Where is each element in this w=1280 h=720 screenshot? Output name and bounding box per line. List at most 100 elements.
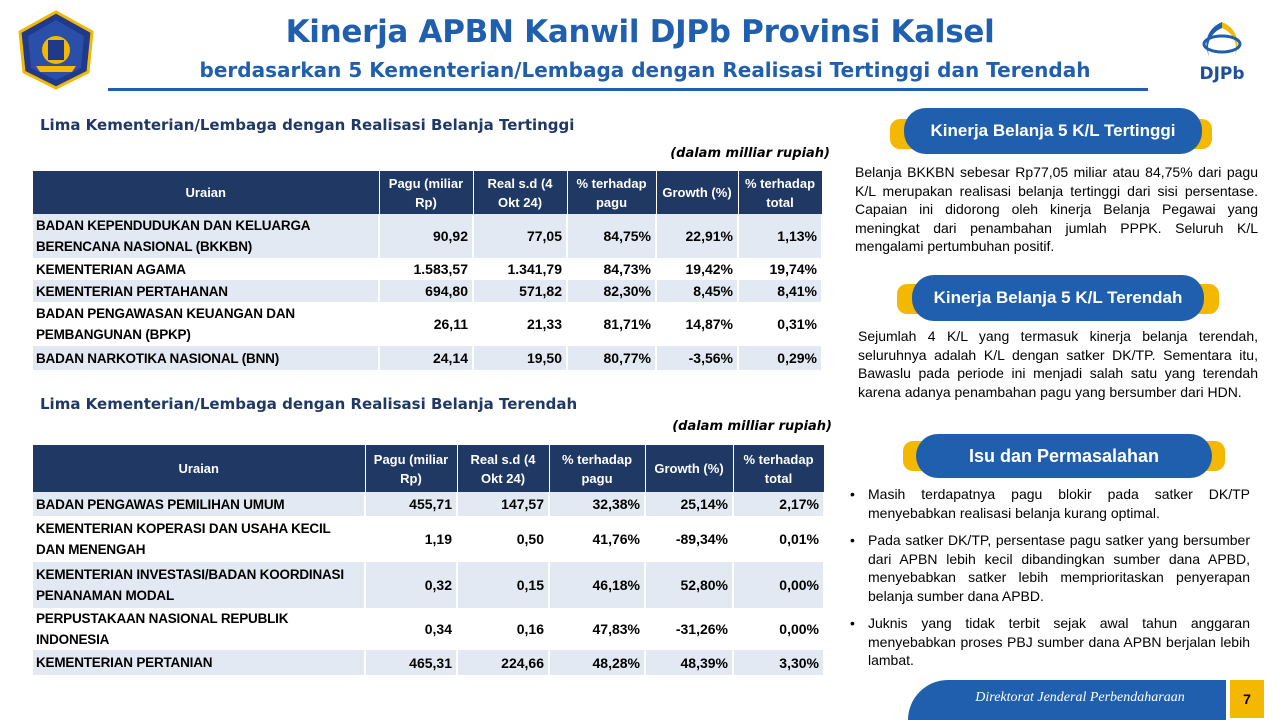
col-header-pagu: Pagu (miliar Rp) [379, 171, 474, 214]
row-growth: 14,87% [656, 302, 739, 346]
row-pct-total: 0,31% [738, 302, 823, 346]
row-pagu: 1.583,57 [379, 258, 474, 280]
row-pagu: 24,14 [379, 346, 474, 370]
row-pagu: 90,92 [379, 214, 474, 258]
table-row: KEMENTERIAN PERTANIAN 465,31 224,66 48,2… [33, 650, 825, 675]
col-header-growth: Growth (%) [645, 445, 734, 492]
row-pagu: 1,19 [365, 516, 458, 562]
col-header-pct-total: % terhadap total [738, 171, 823, 214]
table-highest: Uraian Pagu (miliar Rp) Real s.d (4 Okt … [33, 171, 823, 370]
row-pct-pagu: 47,83% [549, 608, 646, 650]
bullet-dot-icon: • [850, 615, 855, 631]
issues-list: • Masih terdapatnya pagu blokir pada satk… [846, 485, 1250, 679]
table-highest-title: Lima Kementerian/Lembaga dengan Realisas… [40, 116, 575, 134]
table-highest-unit-note: (dalam milliar rupiah) [670, 146, 830, 161]
row-pagu: 694,80 [379, 280, 474, 302]
djpb-logo: DJPb [1190, 18, 1254, 88]
col-header-uraian: Uraian [33, 171, 380, 214]
row-real: 19,50 [473, 346, 568, 370]
col-header-pagu: Pagu (miliar Rp) [365, 445, 458, 492]
kemenkeu-logo [18, 10, 94, 90]
issue-text: Masih terdapatnya pagu blokir pada satke… [868, 486, 1250, 521]
row-real: 0,15 [457, 562, 550, 608]
highest-description: Belanja BKKBN sebesar Rp77,05 miliar ata… [855, 164, 1258, 254]
row-pct-total: 0,00% [733, 562, 825, 608]
table-row: KEMENTERIAN INVESTASI/BADAN KOORDINASI P… [33, 562, 825, 608]
title-divider [108, 88, 1148, 91]
table-header-row: Uraian Pagu (miliar Rp) Real s.d (4 Okt … [33, 171, 823, 214]
table-lowest-title: Lima Kementerian/Lembaga dengan Realisas… [40, 395, 578, 413]
row-name: BADAN PENGAWAS PEMILIHAN UMUM [33, 492, 366, 516]
row-growth: 48,39% [645, 650, 734, 675]
issues-heading: Isu dan Permasalahan [916, 434, 1212, 478]
lowest-heading: Kinerja Belanja 5 K/L Terendah [912, 275, 1204, 321]
row-pct-pagu: 32,38% [549, 492, 646, 516]
table-lowest-unit-note: (dalam milliar rupiah) [672, 419, 832, 434]
row-name: KEMENTERIAN INVESTASI/BADAN KOORDINASI P… [33, 562, 366, 608]
bullet-dot-icon: • [850, 486, 855, 502]
row-growth: -31,26% [645, 608, 734, 650]
bullet-dot-icon: • [850, 532, 855, 548]
row-name: BADAN KEPENDUDUKAN DAN KELUARGA BERENCAN… [33, 214, 380, 258]
col-header-pct-pagu: % terhadap pagu [549, 445, 646, 492]
lowest-description: Sejumlah 4 K/L yang termasuk kinerja bel… [858, 328, 1258, 400]
issue-item: • Pada satker DK/TP, persentase pagu satk… [846, 531, 1250, 605]
table-row: KEMENTERIAN AGAMA 1.583,57 1.341,79 84,7… [33, 258, 823, 280]
footer-band [908, 680, 1226, 720]
row-real: 147,57 [457, 492, 550, 516]
row-growth: 52,80% [645, 562, 734, 608]
table-row: BADAN KEPENDUDUKAN DAN KELUARGA BERENCAN… [33, 214, 823, 258]
row-real: 224,66 [457, 650, 550, 675]
table-row: BADAN PENGAWAS PEMILIHAN UMUM 455,71 147… [33, 492, 825, 516]
table-lowest: Uraian Pagu (miliar Rp) Real s.d (4 Okt … [33, 445, 825, 675]
row-name: BADAN NARKOTIKA NASIONAL (BNN) [33, 346, 380, 370]
row-name: BADAN PENGAWASAN KEUANGAN DAN PEMBANGUNA… [33, 302, 380, 346]
row-pagu: 26,11 [379, 302, 474, 346]
row-pct-total: 8,41% [738, 280, 823, 302]
row-pct-pagu: 84,73% [567, 258, 657, 280]
row-pct-pagu: 82,30% [567, 280, 657, 302]
page-title: Kinerja APBN Kanwil DJPb Provinsi Kalsel [285, 14, 995, 50]
col-header-real: Real s.d (4 Okt 24) [473, 171, 568, 214]
row-name: KEMENTERIAN AGAMA [33, 258, 380, 280]
row-name: KEMENTERIAN KOPERASI DAN USAHA KECIL DAN… [33, 516, 366, 562]
issue-item: • Masih terdapatnya pagu blokir pada satk… [846, 485, 1250, 522]
row-pct-total: 0,00% [733, 608, 825, 650]
row-pagu: 465,31 [365, 650, 458, 675]
footer-org: Direktorat Jenderal Perbendaharaan [975, 690, 1185, 705]
page-number: 7 [1230, 680, 1264, 718]
table-row: BADAN PENGAWASAN KEUANGAN DAN PEMBANGUNA… [33, 302, 823, 346]
row-real: 571,82 [473, 280, 568, 302]
row-real: 21,33 [473, 302, 568, 346]
col-header-real: Real s.d (4 Okt 24) [457, 445, 550, 492]
row-pct-total: 1,13% [738, 214, 823, 258]
row-growth: 22,91% [656, 214, 739, 258]
row-pct-pagu: 81,71% [567, 302, 657, 346]
page-subtitle: berdasarkan 5 Kementerian/Lembaga dengan… [199, 58, 1091, 82]
row-real: 0,50 [457, 516, 550, 562]
row-pct-total: 0,01% [733, 516, 825, 562]
highest-heading: Kinerja Belanja 5 K/L Tertinggi [904, 108, 1202, 154]
col-header-growth: Growth (%) [656, 171, 739, 214]
row-pct-total: 3,30% [733, 650, 825, 675]
table-row: KEMENTERIAN PERTAHANAN 694,80 571,82 82,… [33, 280, 823, 302]
col-header-pct-total: % terhadap total [733, 445, 825, 492]
table-row: KEMENTERIAN KOPERASI DAN USAHA KECIL DAN… [33, 516, 825, 562]
table-header-row: Uraian Pagu (miliar Rp) Real s.d (4 Okt … [33, 445, 825, 492]
row-real: 0,16 [457, 608, 550, 650]
row-pct-pagu: 46,18% [549, 562, 646, 608]
col-header-uraian: Uraian [33, 445, 366, 492]
row-pagu: 0,32 [365, 562, 458, 608]
row-pct-total: 19,74% [738, 258, 823, 280]
issue-item: • Juknis yang tidak terbit sejak awal tah… [846, 614, 1250, 670]
row-name: KEMENTERIAN PERTANIAN [33, 650, 366, 675]
row-growth: 19,42% [656, 258, 739, 280]
row-real: 1.341,79 [473, 258, 568, 280]
row-growth: -89,34% [645, 516, 734, 562]
row-growth: 8,45% [656, 280, 739, 302]
row-pct-pagu: 41,76% [549, 516, 646, 562]
row-growth: -3,56% [656, 346, 739, 370]
col-header-pct-pagu: % terhadap pagu [567, 171, 657, 214]
row-pagu: 455,71 [365, 492, 458, 516]
issue-text: Juknis yang tidak terbit sejak awal tahu… [868, 615, 1250, 668]
